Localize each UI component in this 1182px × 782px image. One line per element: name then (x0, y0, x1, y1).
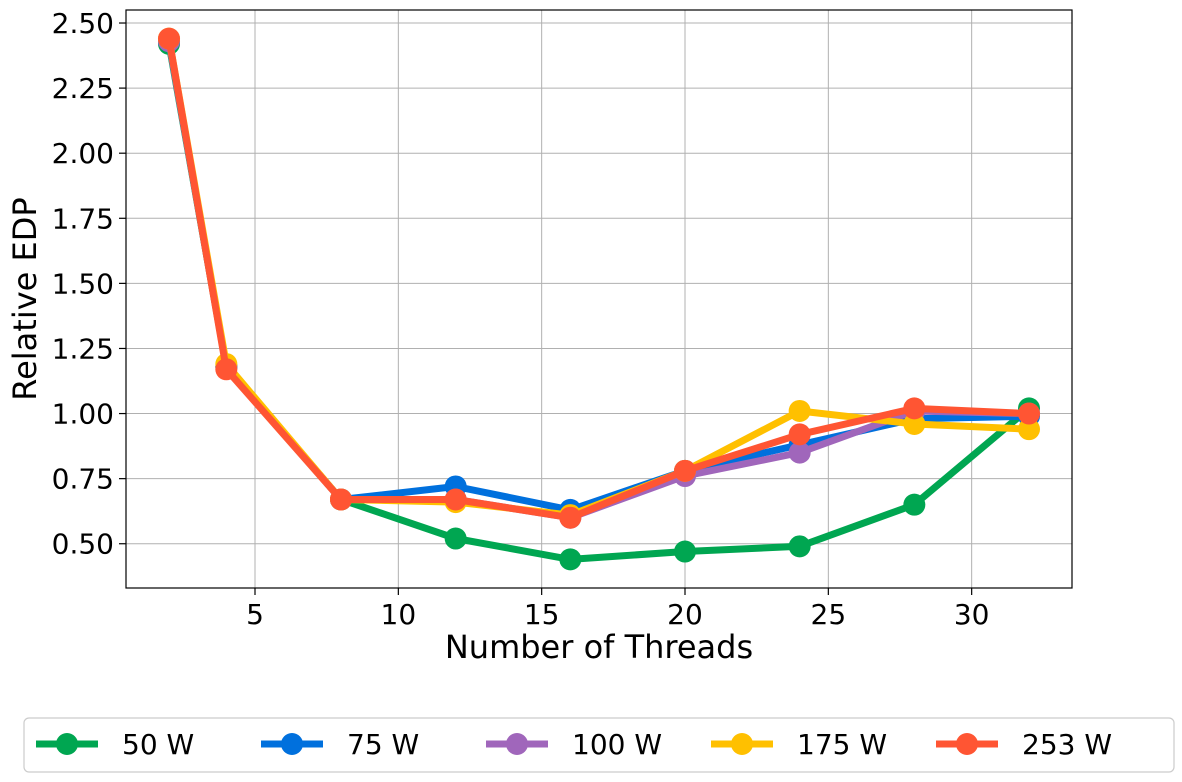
series-layer (158, 27, 1040, 571)
series-75w (158, 30, 1040, 521)
data-point-175w (903, 412, 926, 435)
x-tick-label: 10 (381, 598, 417, 631)
legend-marker-100w (506, 733, 528, 755)
data-point-253w (1018, 402, 1040, 425)
legend-item-75w: 75 W (261, 728, 419, 761)
y-tick-label: 1.00 (52, 398, 114, 431)
legend-marker-50w (56, 733, 78, 755)
y-tick-label: 1.25 (52, 332, 114, 365)
data-point-253w (788, 423, 811, 446)
data-point-100w (788, 441, 811, 464)
data-point-253w (674, 459, 696, 482)
legend-marker-253w (956, 733, 978, 755)
data-point-175w (1018, 418, 1040, 441)
data-point-253w (158, 27, 180, 50)
series-line-175w (165, 35, 1033, 519)
y-tick-label: 2.25 (52, 72, 114, 105)
y-axis-ticks: 0.50 0.75 1.00 1.25 1.50 1.75 2.00 2.25 2.50 (52, 7, 126, 561)
series-line-253w (165, 35, 1033, 522)
y-tick-label: 1.50 (52, 267, 114, 300)
x-tick-label: 20 (667, 598, 703, 631)
data-point-50w (788, 535, 811, 558)
series-line-75w (165, 37, 1033, 514)
y-axis-label: Relative EDP (6, 197, 44, 400)
legend-frame (23, 717, 1175, 773)
data-point-253w (559, 506, 582, 529)
grid-lines (126, 10, 1072, 588)
x-tick-label: 25 (811, 598, 847, 631)
data-point-253w (444, 488, 467, 511)
x-axis-label: Number of Threads (445, 628, 753, 666)
data-point-175w (788, 399, 811, 422)
legend-item-253w: 253 W (936, 728, 1112, 761)
data-point-50w (444, 527, 467, 550)
y-tick-label: 1.75 (52, 202, 114, 235)
y-tick-label: 2.50 (52, 7, 114, 40)
x-tick-label: 30 (954, 598, 990, 631)
series-175w (158, 27, 1040, 527)
legend-item-50w: 50 W (36, 728, 194, 761)
x-tick-label: 5 (246, 598, 264, 631)
y-tick-label: 0.50 (52, 528, 114, 561)
legend-marker-75w (281, 733, 303, 755)
legend-label-50w: 50 W (122, 728, 194, 761)
series-253w (158, 27, 1040, 529)
data-point-50w (903, 493, 926, 516)
legend-item-175w: 175 W (711, 728, 887, 761)
data-point-50w (674, 540, 696, 563)
plot-frame (125, 9, 1073, 589)
data-point-50w (559, 548, 582, 571)
legend-marker-175w (731, 733, 753, 755)
legend-label-75w: 75 W (347, 728, 419, 761)
y-tick-label: 0.75 (52, 463, 114, 496)
y-tick-label: 2.00 (52, 137, 114, 170)
series-line-50w (165, 40, 1033, 563)
legend-label-253w: 253 W (1022, 728, 1112, 761)
data-point-253w (903, 397, 926, 420)
legend-label-100w: 100 W (572, 728, 662, 761)
x-tick-label: 15 (524, 598, 560, 631)
data-point-253w (330, 488, 352, 511)
series-50w (158, 32, 1040, 571)
legend-item-100w: 100 W (486, 728, 662, 761)
data-point-253w (215, 358, 238, 381)
legend-label-175w: 175 W (797, 728, 887, 761)
x-axis-ticks: 5 10 15 20 25 30 (246, 588, 989, 631)
series-100w (158, 30, 1040, 529)
legend: 50 W 75 W 100 W 175 W 253 W (23, 717, 1175, 773)
